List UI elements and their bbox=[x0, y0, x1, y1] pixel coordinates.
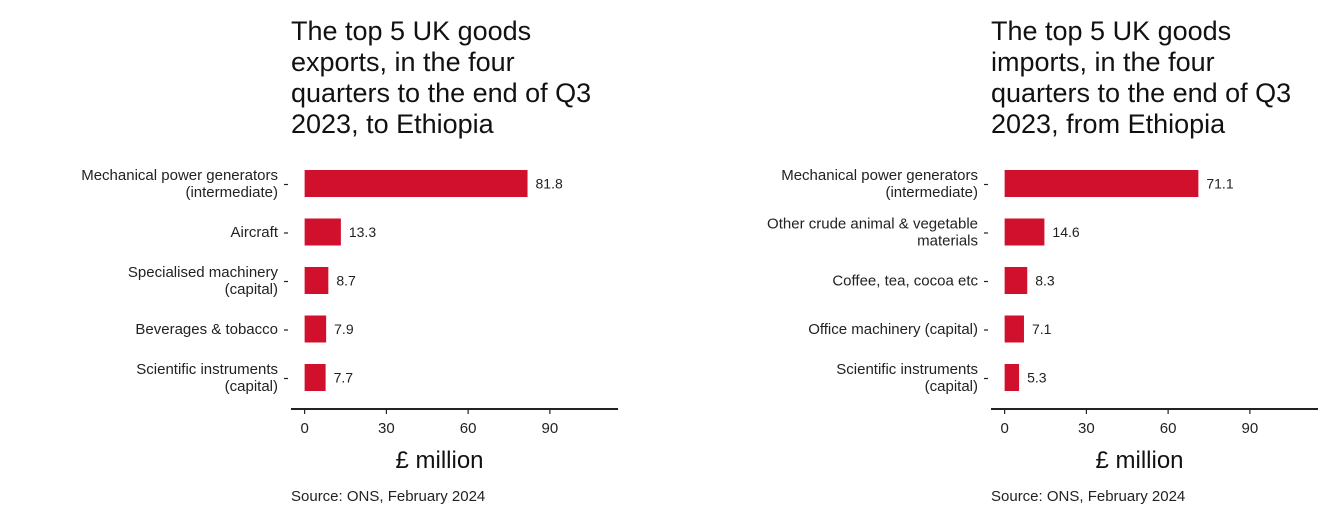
chart-title: The top 5 UK goods exports, in the four qu… bbox=[291, 16, 631, 140]
bar bbox=[304, 315, 327, 343]
bar bbox=[304, 267, 329, 294]
x-axis-title: £ million bbox=[395, 447, 483, 474]
chart-title-line: exports, in the four bbox=[291, 47, 515, 77]
bar bbox=[1004, 315, 1024, 343]
y-tick-label: (intermediate) bbox=[885, 184, 978, 201]
y-tick-label: (intermediate) bbox=[185, 184, 278, 201]
data-label: 8.7 bbox=[336, 273, 356, 289]
y-tick-label: Beverages & tobacco bbox=[135, 321, 278, 338]
bar bbox=[1004, 267, 1028, 294]
x-tick-label: 30 bbox=[378, 420, 395, 437]
y-tick-label: (capital) bbox=[225, 378, 278, 395]
data-label: 14.6 bbox=[1052, 224, 1079, 240]
y-tick-label: Office machinery (capital) bbox=[808, 321, 978, 338]
y-tick-label: Mechanical power generators bbox=[81, 167, 278, 184]
data-label: 7.7 bbox=[334, 370, 354, 386]
x-axis-title: £ million bbox=[1095, 447, 1183, 474]
bar bbox=[304, 170, 528, 197]
y-tick-label: Scientific instruments bbox=[836, 361, 978, 378]
data-label: 81.8 bbox=[536, 176, 563, 192]
chart-title-line: imports, in the four bbox=[991, 47, 1215, 77]
data-label: 5.3 bbox=[1027, 370, 1047, 386]
data-label: 7.9 bbox=[334, 321, 354, 337]
chart-title-line: quarters to the end of Q3 bbox=[291, 78, 592, 108]
data-label: 71.1 bbox=[1206, 176, 1233, 192]
x-tick-label: 0 bbox=[1000, 420, 1008, 437]
y-tick-label: Other crude animal & vegetable bbox=[767, 216, 978, 233]
bar bbox=[1004, 364, 1020, 391]
exports-bar-chart: 81.8 Mechanical power generators(intermed… bbox=[81, 167, 618, 474]
y-tick-label: (capital) bbox=[225, 281, 278, 298]
source-note: Source: ONS, February 2024 bbox=[991, 488, 1186, 505]
x-tick-label: 60 bbox=[1160, 420, 1177, 437]
bar bbox=[1004, 218, 1045, 246]
source-note: Source: ONS, February 2024 bbox=[291, 488, 486, 505]
chart-title-line: 2023, from Ethiopia bbox=[991, 109, 1226, 139]
y-tick-label: Aircraft bbox=[230, 224, 278, 241]
bar bbox=[304, 218, 341, 246]
imports-chart-panel: The top 5 UK goods imports, in the four qu… bbox=[700, 0, 1318, 511]
x-tick-label: 90 bbox=[1242, 420, 1259, 437]
y-tick-label: Specialised machinery bbox=[128, 264, 279, 281]
data-label: 13.3 bbox=[349, 224, 376, 240]
y-tick-label: Mechanical power generators bbox=[781, 167, 978, 184]
chart-title-line: The top 5 UK goods bbox=[291, 16, 532, 46]
bar bbox=[1004, 170, 1199, 197]
chart-title-line: The top 5 UK goods bbox=[991, 16, 1232, 46]
chart-title-line: 2023, to Ethiopia bbox=[291, 109, 494, 139]
exports-chart-panel: The top 5 UK goods exports, in the four qu… bbox=[81, 16, 631, 505]
y-tick-label: Coffee, tea, cocoa etc bbox=[832, 273, 978, 290]
data-label: 8.3 bbox=[1035, 273, 1055, 289]
data-label: 7.1 bbox=[1032, 321, 1052, 337]
y-tick-label: (capital) bbox=[925, 378, 978, 395]
x-tick-label: 90 bbox=[542, 420, 559, 437]
y-tick-label: Scientific instruments bbox=[136, 361, 278, 378]
chart-title-line: quarters to the end of Q3 bbox=[991, 78, 1292, 108]
chart-title: The top 5 UK goods imports, in the four qu… bbox=[991, 16, 1318, 140]
x-tick-label: 30 bbox=[1078, 420, 1095, 437]
x-tick-label: 0 bbox=[300, 420, 308, 437]
y-tick-label: materials bbox=[917, 233, 978, 250]
bar bbox=[304, 364, 326, 391]
imports-bar-chart: 71.1 Mechanical power generators(intermed… bbox=[767, 167, 1318, 474]
x-tick-label: 60 bbox=[460, 420, 477, 437]
